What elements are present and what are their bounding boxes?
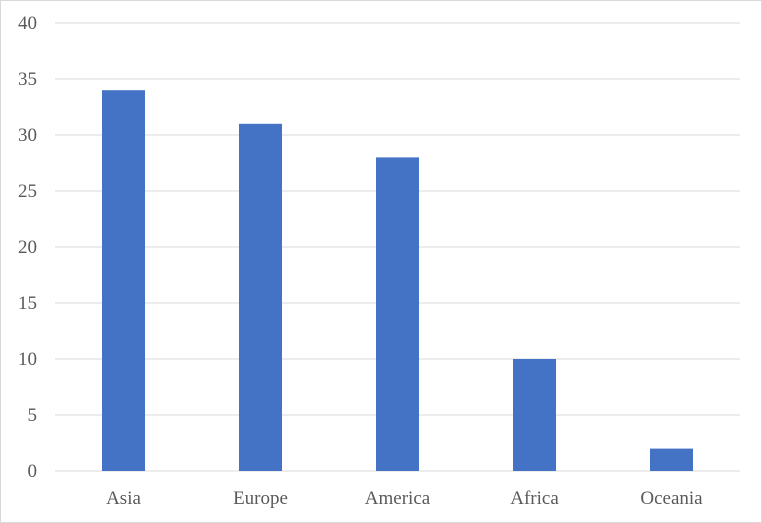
bar-africa [513, 359, 556, 471]
y-tick-label: 0 [28, 461, 38, 482]
y-tick-label: 25 [18, 181, 37, 202]
x-tick-label-asia: Asia [106, 488, 141, 509]
bar-oceania [650, 448, 693, 471]
y-tick-label: 20 [18, 237, 37, 258]
y-tick-label: 35 [18, 69, 37, 90]
x-tick-label-oceania: Oceania [640, 488, 703, 509]
y-tick-label: 5 [28, 405, 38, 426]
y-tick-label: 15 [18, 293, 37, 314]
bar-asia [102, 90, 145, 471]
y-axis-ticks: 0 5 10 15 20 25 30 35 40 [18, 13, 37, 482]
x-tick-label-europe: Europe [233, 488, 288, 509]
bars [102, 90, 693, 472]
y-tick-label: 30 [18, 125, 37, 146]
x-axis-labels: Asia Europe America Africa Oceania [106, 488, 703, 509]
bar-america [376, 157, 419, 471]
x-tick-label-america: America [365, 488, 431, 509]
y-tick-label: 40 [18, 13, 37, 34]
bar-europe [239, 123, 282, 472]
y-tick-label: 10 [18, 349, 37, 370]
x-tick-label-africa: Africa [510, 488, 559, 509]
